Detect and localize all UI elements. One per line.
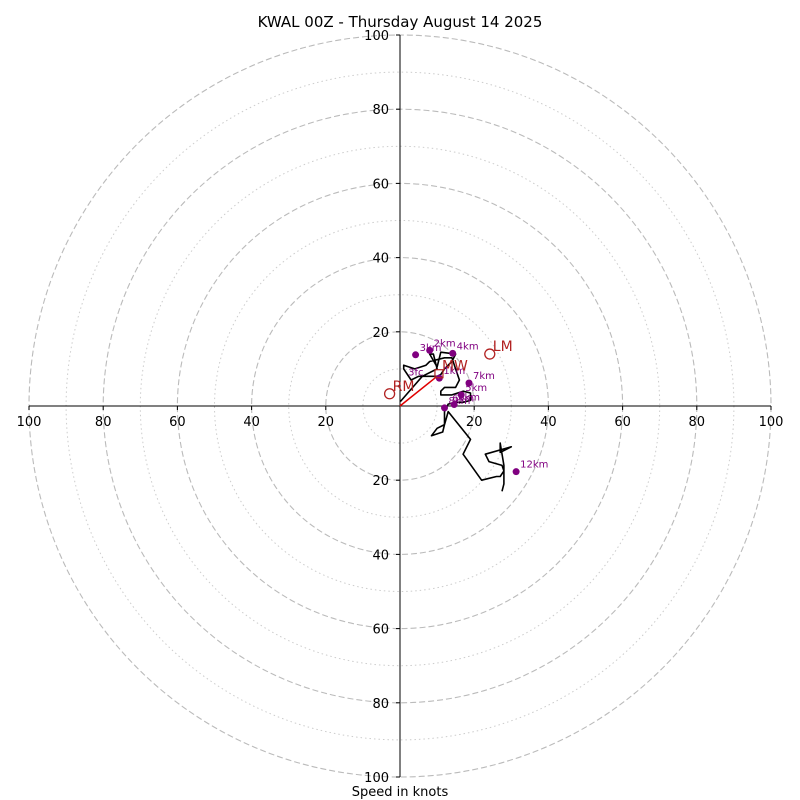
storm-marker-rm — [383, 388, 396, 400]
height-marker-8km — [441, 404, 449, 412]
y-tick-label: 100 — [364, 29, 389, 44]
height-marker-4km — [449, 349, 457, 357]
y-tick-label: 60 — [372, 623, 389, 638]
height-label-extra: 3fc — [408, 367, 423, 378]
storm-motion-markers: RM LM MW — [383, 339, 513, 400]
height-label-1km: 1km — [443, 366, 465, 377]
storm-label-rm: RM — [393, 379, 415, 395]
height-label-7km: 7km — [473, 371, 495, 382]
height-marker-5km — [457, 391, 465, 399]
height-label-2km: 2km — [434, 338, 456, 349]
y-tick-label: 60 — [372, 177, 389, 192]
y-tick-label: 80 — [372, 103, 389, 118]
hodograph-series — [399, 351, 513, 492]
storm-marker-mw — [434, 369, 444, 379]
chart-title: KWAL 00Z - Thursday August 14 2025 — [258, 13, 543, 31]
height-label-6km: 6km — [458, 393, 480, 404]
height-label-5km: 5km — [465, 383, 487, 394]
y-tick-labels: 100 80 60 40 20 20 40 60 80 100 — [364, 29, 400, 786]
height-marker-12km — [512, 468, 520, 476]
x-tick-label: 40 — [540, 415, 557, 430]
y-tick-label: 100 — [364, 771, 389, 786]
x-tick-label: 100 — [759, 415, 784, 430]
storm-marker-lm — [484, 348, 496, 360]
y-tick-label: 40 — [372, 252, 389, 267]
x-tick-label: 60 — [614, 415, 631, 430]
height-label-3km: 3km — [420, 343, 442, 354]
height-label-8km: 8km — [449, 396, 471, 407]
x-tick-label: 60 — [169, 415, 186, 430]
storm-label-mw: MW — [442, 359, 468, 375]
x-axis-label: Speed in knots — [352, 785, 449, 800]
height-label-12km: 12km — [520, 460, 548, 471]
x-tick-label: 20 — [318, 415, 335, 430]
x-tick-label: 80 — [689, 415, 706, 430]
shear-vector — [399, 375, 438, 407]
x-tick-labels: 100 80 60 40 20 20 40 60 80 100 — [17, 406, 784, 430]
shear-vector-group — [399, 375, 438, 407]
y-tick-label: 80 — [372, 697, 389, 712]
x-tick-label: 100 — [17, 415, 42, 430]
storm-label-lm: LM — [493, 339, 513, 355]
height-marker-7km — [465, 379, 473, 387]
y-tick-label: 40 — [372, 548, 389, 563]
height-label-extra: 6km — [452, 394, 474, 405]
x-tick-label: 40 — [243, 415, 260, 430]
y-tick-label: 20 — [372, 474, 389, 489]
height-label-4km: 4km — [457, 341, 479, 352]
height-marker-6km — [450, 401, 458, 409]
y-tick-label: 20 — [372, 326, 389, 341]
x-tick-label: 80 — [95, 415, 112, 430]
hodograph-line — [399, 351, 513, 492]
x-tick-label: 20 — [466, 415, 483, 430]
height-marker-3km — [412, 351, 420, 359]
height-marker-2km — [426, 346, 434, 354]
